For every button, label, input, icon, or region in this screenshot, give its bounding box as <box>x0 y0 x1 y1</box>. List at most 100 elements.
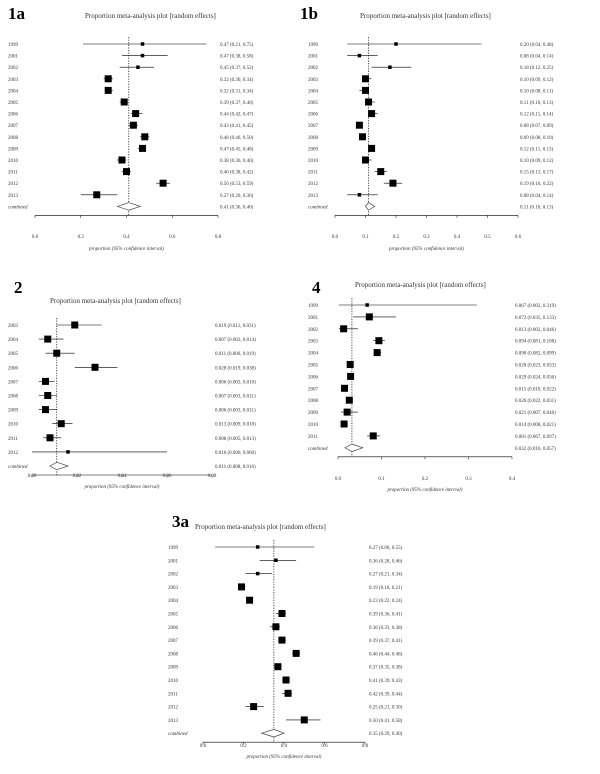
combined-ci-value: 0.032 (0.016, 0.057) <box>515 447 556 452</box>
point-estimate <box>340 325 348 333</box>
ci-value: 0.10 (0.09, 0.12) <box>520 159 554 164</box>
point-estimate <box>274 558 278 563</box>
ci-value: 0.014 (0.008, 0.021) <box>515 423 556 428</box>
point-estimate <box>300 716 308 724</box>
x-tick-label: 0.6 <box>169 235 176 240</box>
chart-title: Proportion meta-analysis plot [random ef… <box>50 297 181 305</box>
ci-value: 0.007 (0.003, 0.014) <box>215 338 256 343</box>
point-estimate <box>355 121 363 129</box>
forest-plot-1b: Proportion meta-analysis plot [random ef… <box>308 12 554 252</box>
ci-value: 0.46 (0.44, 0.48) <box>369 652 403 657</box>
x-tick-label: 0.6 <box>321 744 328 749</box>
study-label: 2003 <box>168 586 179 591</box>
ci-value: 0.12 (0.11, 0.13) <box>520 147 553 152</box>
ci-value: 0.27 (0.21, 0.34) <box>369 573 403 578</box>
x-tick-label: 0.8 <box>362 744 369 749</box>
point-estimate <box>365 303 369 307</box>
point-estimate <box>377 168 385 176</box>
ci-value: 0.019 (0.011, 0.031) <box>215 324 256 329</box>
point-estimate <box>388 65 392 69</box>
study-label: 2009 <box>168 666 179 671</box>
x-tick-label: 0.3 <box>465 477 472 482</box>
x-tick-label: 0.5 <box>484 235 491 240</box>
point-estimate <box>246 596 254 604</box>
study-label: 2006 <box>8 113 19 118</box>
ci-value: 0.013 (0.002, 0.046) <box>515 328 556 333</box>
study-label: 2003 <box>8 324 19 329</box>
combined-ci-value: 0.35 (0.29, 0.40) <box>369 732 403 737</box>
ci-value: 0.008 (0.005, 0.013) <box>215 437 256 442</box>
point-estimate <box>141 133 149 141</box>
ci-value: 0.08 (0.07, 0.09) <box>520 124 554 129</box>
point-estimate <box>394 42 398 46</box>
point-estimate <box>120 98 128 106</box>
ci-value: 0.028 (0.019, 0.038) <box>215 366 256 371</box>
combined-diamond <box>260 729 285 738</box>
point-estimate <box>341 384 349 392</box>
point-estimate <box>362 86 369 94</box>
ci-value: 0.42 (0.39, 0.44) <box>369 692 403 697</box>
forest-plot-4: Proportion meta-analysis plot [random ef… <box>308 281 556 493</box>
ci-value: 0.072 (0.035, 0.133) <box>515 316 556 321</box>
point-estimate <box>46 434 54 442</box>
study-label: 2001 <box>8 55 19 60</box>
study-label: 2010 <box>308 159 319 164</box>
ci-value: 0.08 (0.04, 0.14) <box>520 194 554 199</box>
panel-label-1b: 1b <box>300 4 318 23</box>
point-estimate <box>357 53 362 58</box>
x-axis-label: proportion (95% confidence interval) <box>388 247 464 252</box>
ci-value: 0.007 (0.003, 0.011) <box>215 395 256 400</box>
point-estimate <box>365 98 373 106</box>
study-label: 2001 <box>308 316 319 321</box>
point-estimate <box>71 321 79 329</box>
x-tick-label: 0.1 <box>362 235 369 240</box>
point-estimate <box>278 610 286 617</box>
ci-value: 0.23 (0.22, 0.24) <box>369 599 403 604</box>
point-estimate <box>44 392 52 399</box>
x-tick-label: 0.02 <box>73 474 82 479</box>
ci-value: 0.026 (0.022, 0.031) <box>515 399 556 404</box>
study-label: 1999 <box>308 43 319 48</box>
point-estimate <box>42 377 49 385</box>
study-label: 2004 <box>308 352 319 357</box>
ci-value: 0.27 (0.06, 0.55) <box>369 546 403 551</box>
combined-diamond <box>49 461 70 471</box>
point-estimate <box>123 168 130 176</box>
study-label: 2008 <box>8 395 19 400</box>
study-label: 2011 <box>168 692 178 697</box>
study-label: 2007 <box>168 639 179 644</box>
ci-value: 0.32 (0.30, 0.34) <box>220 78 254 83</box>
point-estimate <box>104 75 112 83</box>
study-label: 2006 <box>168 626 179 631</box>
point-estimate <box>368 110 376 118</box>
study-label: 2005 <box>168 613 179 618</box>
point-estimate <box>237 583 245 591</box>
x-tick-label: 0.4 <box>123 235 130 240</box>
panel-label-4: 4 <box>312 278 321 297</box>
point-estimate <box>159 179 167 187</box>
point-estimate <box>347 372 355 380</box>
ci-value: 0.10 (0.09, 0.12) <box>520 78 554 83</box>
point-estimate <box>140 42 145 46</box>
study-label: 2007 <box>8 124 19 129</box>
study-label: 2013 <box>308 194 319 199</box>
combined-label: combined <box>308 205 328 210</box>
point-estimate <box>278 636 286 644</box>
x-tick-label: 0.00 <box>28 474 37 479</box>
combined-label: combined <box>8 465 28 470</box>
point-estimate <box>255 545 260 549</box>
point-estimate <box>368 144 376 152</box>
forest-plot-3a: Proportion meta-analysis plot [random ef… <box>168 523 403 760</box>
ci-value: 0.32 (0.31, 0.34) <box>220 89 254 94</box>
point-estimate <box>362 156 369 164</box>
ci-value: 0.11 (0.10, 0.13) <box>520 101 553 106</box>
study-label: 2007 <box>8 380 19 385</box>
study-label: 2006 <box>308 375 319 380</box>
x-tick-label: 0.8 <box>215 235 222 240</box>
point-estimate <box>136 65 140 69</box>
chart-title: Proportion meta-analysis plot [random ef… <box>355 281 486 289</box>
study-label: 2004 <box>308 89 319 94</box>
x-tick-label: 0.2 <box>393 235 400 240</box>
x-tick-label: 0.0 <box>332 235 339 240</box>
point-estimate <box>292 649 300 657</box>
